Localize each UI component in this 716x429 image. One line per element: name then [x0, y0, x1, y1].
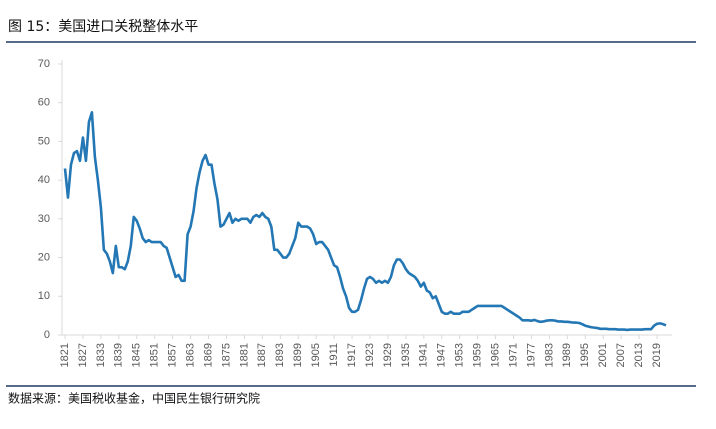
y-tick-label: 10 [38, 290, 50, 302]
x-tick-label: 1833 [95, 343, 107, 367]
x-tick-label: 1989 [561, 343, 573, 367]
y-tick-label: 70 [38, 58, 50, 70]
x-tick-label: 1875 [220, 343, 232, 367]
x-tick-label: 1995 [579, 343, 591, 367]
y-tick-label: 30 [38, 213, 50, 225]
x-tick-label: 1983 [543, 343, 555, 367]
x-tick-label: 1839 [113, 343, 125, 367]
x-tick-label: 1827 [77, 343, 89, 367]
y-tick-label: 20 [38, 251, 50, 263]
x-tick-label: 2013 [633, 343, 645, 367]
x-tick-label: 1941 [418, 343, 430, 367]
x-tick-label: 2019 [651, 343, 663, 367]
x-tick-label: 1947 [436, 343, 448, 367]
x-tick-label: 1959 [472, 343, 484, 367]
x-tick-label: 1869 [202, 343, 214, 367]
x-tick-label: 1929 [382, 343, 394, 367]
x-tick-label: 2007 [615, 343, 627, 367]
x-tick-label: 1821 [59, 343, 71, 367]
y-tick-label: 60 [38, 97, 50, 109]
y-tick-label: 50 [38, 135, 50, 147]
x-tick-label: 1917 [346, 343, 358, 367]
source-note: 数据来源：美国税收基金，中国民生银行研究院 [8, 391, 260, 406]
x-tick-label: 1923 [364, 343, 376, 367]
x-tick-label: 1851 [149, 343, 161, 367]
chart-title: 图 15：美国进口关税整体水平 [8, 19, 198, 35]
x-tick-label: 1881 [238, 343, 250, 367]
x-tick-label: 1887 [256, 343, 268, 367]
x-tick-label: 1953 [454, 343, 466, 367]
x-tick-label: 2001 [597, 343, 609, 367]
x-tick-label: 1971 [507, 343, 519, 367]
y-tick-label: 40 [38, 174, 50, 186]
x-tick-label: 1977 [525, 343, 537, 367]
x-tick-label: 1893 [274, 343, 286, 367]
x-tick-label: 1935 [400, 343, 412, 367]
x-tick-label: 1863 [184, 343, 196, 367]
y-tick-label: 0 [44, 329, 50, 341]
x-tick-label: 1911 [328, 343, 340, 367]
x-tick-label: 1905 [310, 343, 322, 367]
line-series [63, 111, 667, 332]
x-tick-label: 1845 [131, 343, 143, 367]
x-tick-label: 1965 [489, 343, 501, 367]
x-tick-label: 1857 [167, 343, 179, 367]
x-tick-label: 1899 [292, 343, 304, 367]
